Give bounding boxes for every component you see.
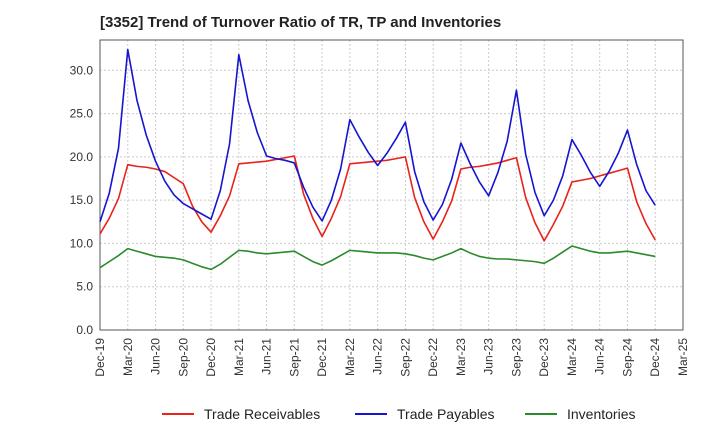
axes: 0.0 5.0 10.0 15.0 20.0 25.0 30.0 Dec-19 Mar-20 Ju… — [70, 39, 690, 377]
legend-label: Trade Payables — [397, 406, 495, 422]
y-tick-label: 5.0 — [76, 280, 93, 294]
series-line-trade-payables — [99, 48, 656, 223]
x-tick-label: Dec-23 — [537, 338, 551, 377]
x-tick-label: Sep-21 — [287, 338, 301, 377]
x-tick-label: Mar-25 — [676, 338, 690, 376]
series-lines — [99, 48, 656, 271]
plot-frame — [99, 39, 684, 331]
x-tick-label: Jun-24 — [593, 338, 607, 375]
chart-title: [3352] Trend of Turnover Ratio of TR, TP… — [100, 14, 502, 31]
legend-label: Inventories — [567, 406, 635, 422]
x-tick-label: Jun-22 — [371, 338, 385, 375]
x-tick-label: Sep-23 — [509, 338, 523, 377]
x-tick-label: Dec-19 — [93, 338, 107, 377]
series-line-inventories — [99, 245, 656, 271]
x-tick-label: Dec-24 — [648, 338, 662, 377]
series-line-trade-receivables — [99, 155, 656, 242]
x-tick-label: Dec-21 — [315, 338, 329, 377]
x-tick-label: Jun-20 — [149, 338, 163, 375]
x-tick-label: Dec-20 — [204, 338, 218, 377]
x-tick-label: Sep-24 — [620, 338, 634, 377]
y-tick-label: 20.0 — [70, 150, 94, 164]
x-tick-label: Mar-24 — [565, 338, 579, 376]
legend-label: Trade Receivables — [204, 406, 320, 422]
x-tick-label: Dec-22 — [426, 338, 440, 377]
y-tick-label: 25.0 — [70, 107, 94, 121]
y-tick-label: 15.0 — [70, 193, 94, 207]
y-tick-label: 0.0 — [76, 323, 93, 337]
x-tick-label: Mar-21 — [232, 338, 246, 376]
x-tick-label: Mar-23 — [454, 338, 468, 376]
x-tick-label: Sep-20 — [176, 338, 190, 377]
x-tick-label: Jun-23 — [482, 338, 496, 375]
y-tick-label: 30.0 — [70, 63, 94, 77]
x-tick-label: Mar-20 — [121, 338, 135, 376]
grid-lines — [99, 40, 684, 331]
y-tick-label: 10.0 — [70, 236, 94, 250]
x-tick-label: Sep-22 — [398, 338, 412, 377]
x-tick-label: Mar-22 — [343, 338, 357, 376]
legend: Trade Receivables Trade Payables Inventori… — [162, 406, 635, 422]
x-tick-label: Jun-21 — [260, 338, 274, 375]
